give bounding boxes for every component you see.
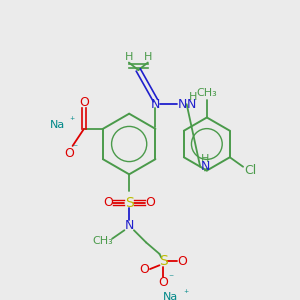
Text: N: N xyxy=(151,98,160,111)
Text: O: O xyxy=(103,196,113,209)
Text: H: H xyxy=(125,52,133,62)
Text: H: H xyxy=(189,92,197,102)
Text: Na: Na xyxy=(50,120,65,130)
Text: O: O xyxy=(177,255,187,268)
Text: N: N xyxy=(124,219,134,232)
Text: N: N xyxy=(187,98,196,111)
Text: Cl: Cl xyxy=(244,164,257,177)
Text: CH₃: CH₃ xyxy=(196,88,217,98)
Text: ⁺: ⁺ xyxy=(70,116,75,126)
Text: CH₃: CH₃ xyxy=(92,236,113,246)
Text: N: N xyxy=(200,160,210,173)
Text: ⁻: ⁻ xyxy=(168,274,173,284)
Text: O: O xyxy=(64,147,74,160)
Text: O: O xyxy=(140,262,149,276)
Text: H: H xyxy=(144,52,152,62)
Text: O: O xyxy=(145,196,155,209)
Text: H: H xyxy=(201,154,209,164)
Text: O: O xyxy=(158,276,168,289)
Text: N: N xyxy=(177,98,187,111)
Text: S: S xyxy=(125,196,134,210)
Text: ⁻: ⁻ xyxy=(72,143,77,153)
Text: Na: Na xyxy=(163,292,178,300)
Text: S: S xyxy=(159,254,168,268)
Text: ⁺: ⁺ xyxy=(183,289,189,299)
Text: O: O xyxy=(79,96,89,109)
